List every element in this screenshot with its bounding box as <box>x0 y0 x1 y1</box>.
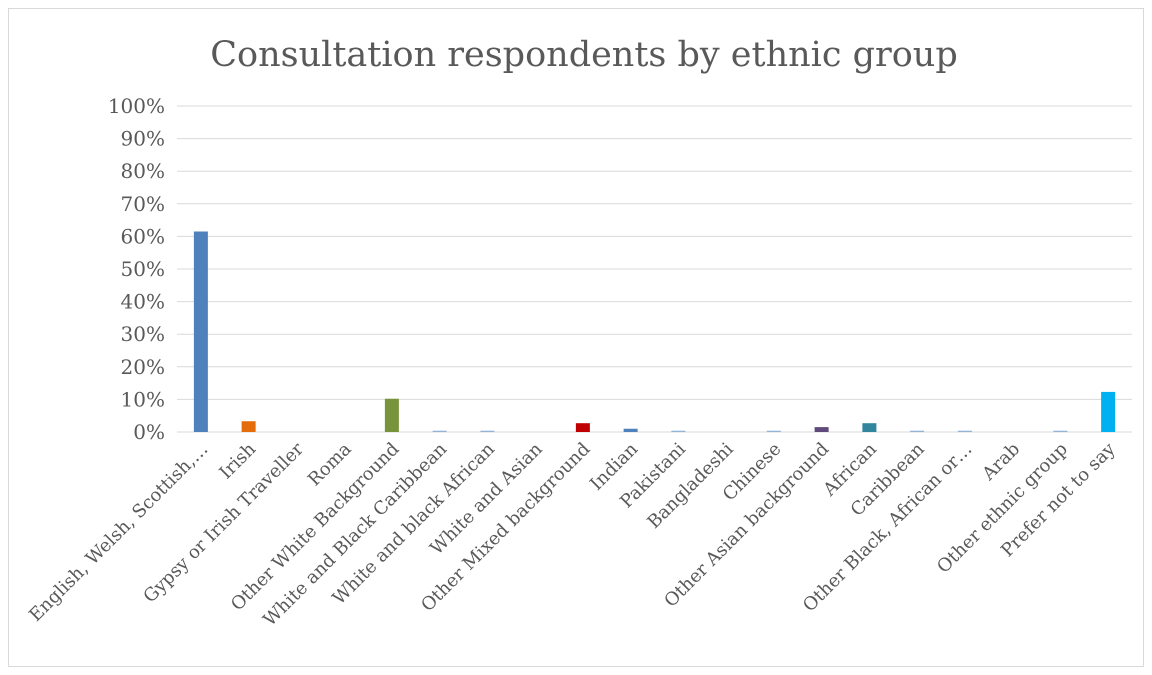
y-tick-label: 20% <box>121 355 165 379</box>
gridlines <box>177 105 1132 433</box>
bar <box>432 430 447 432</box>
y-tick-label: 90% <box>121 127 165 151</box>
bar <box>384 398 399 432</box>
y-axis-ticks: 0% 10% 20% 30% 40% 50% 60% 70% 80% 90% 100% <box>108 94 165 444</box>
y-tick-label: 30% <box>121 322 165 346</box>
y-tick-label: 10% <box>121 387 165 411</box>
y-tick-label: 0% <box>133 420 165 444</box>
bar <box>623 428 638 432</box>
bar <box>910 430 925 432</box>
bar <box>480 430 495 432</box>
bar <box>575 423 590 432</box>
y-tick-label: 50% <box>121 257 165 281</box>
bar <box>957 430 972 432</box>
bar <box>814 427 829 432</box>
x-category-label: English, Welsh, Scottish,… <box>25 439 212 626</box>
bar <box>241 421 256 432</box>
y-tick-label: 80% <box>121 159 165 183</box>
chart-area: Consultation respondents by ethnic group… <box>8 8 1144 667</box>
bars <box>193 231 1116 432</box>
y-tick-label: 60% <box>121 224 165 248</box>
bar <box>671 430 686 432</box>
bar <box>193 231 208 432</box>
bar <box>766 430 781 432</box>
bar <box>1053 430 1068 432</box>
y-tick-label: 70% <box>121 192 165 216</box>
bar <box>862 423 877 432</box>
y-tick-label: 100% <box>108 94 165 118</box>
y-tick-label: 40% <box>121 290 165 314</box>
bar-chart: Consultation respondents by ethnic group… <box>25 35 1132 631</box>
bar <box>1101 391 1116 432</box>
chart-title: Consultation respondents by ethnic group <box>210 35 958 75</box>
